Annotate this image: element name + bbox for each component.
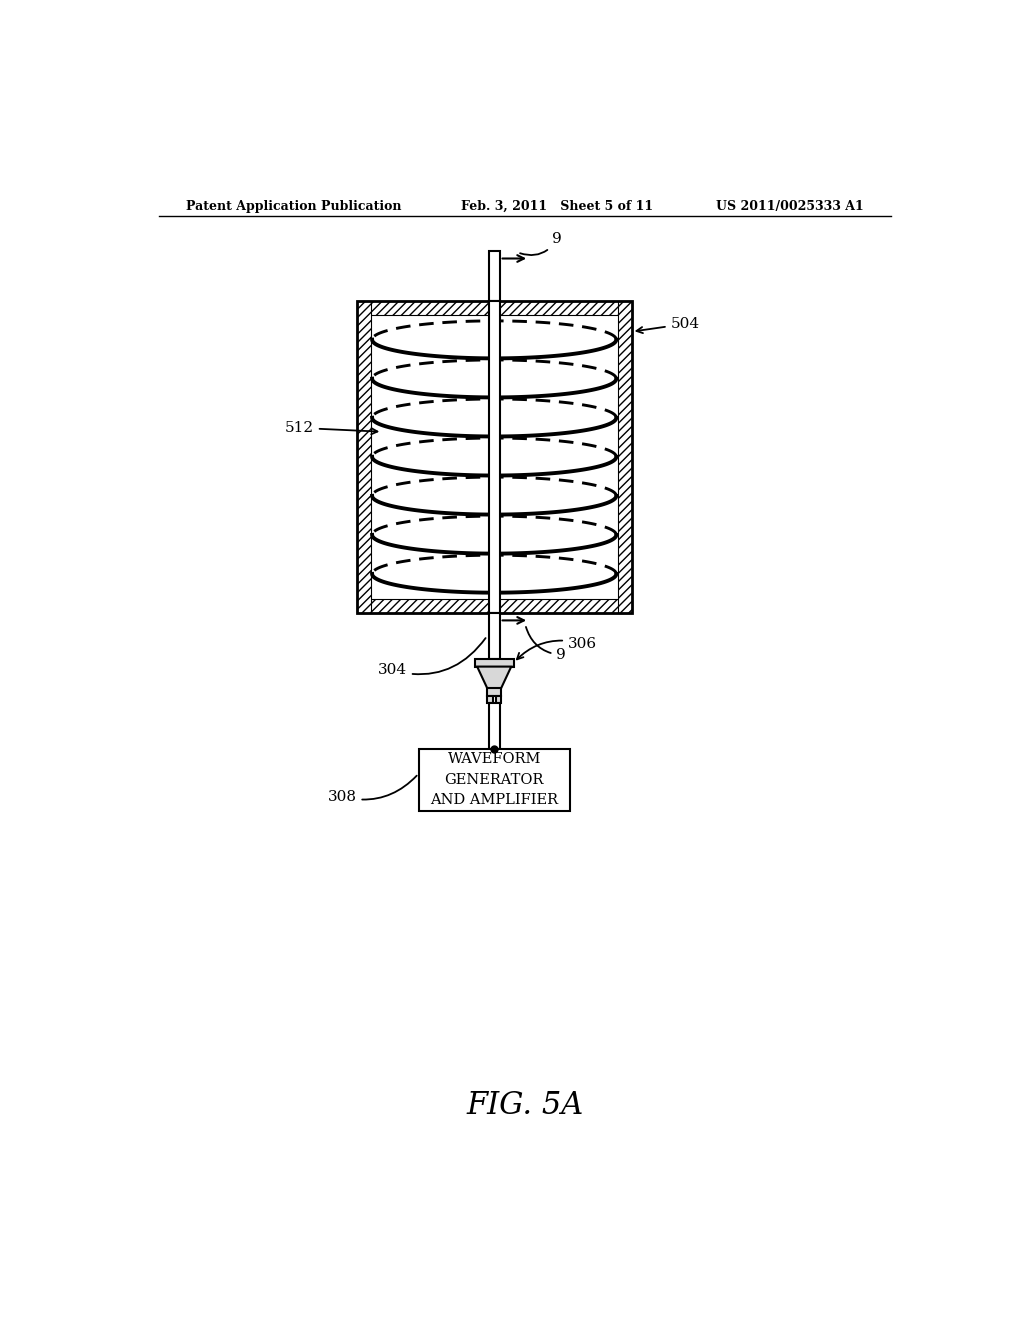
Text: 306: 306 (517, 636, 597, 659)
Bar (487, 696, 493, 702)
Text: 504: 504 (637, 317, 699, 333)
Text: US 2011/0025333 A1: US 2011/0025333 A1 (717, 199, 864, 213)
Bar (488, 612, 500, 659)
Text: Feb. 3, 2011   Sheet 5 of 11: Feb. 3, 2011 Sheet 5 of 11 (461, 199, 653, 213)
Bar (356, 301, 632, 314)
Bar (487, 688, 501, 696)
Bar (419, 748, 569, 810)
Bar (475, 659, 514, 667)
Text: 304: 304 (378, 638, 485, 677)
Text: WAVEFORM
GENERATOR
AND AMPLIFIER: WAVEFORM GENERATOR AND AMPLIFIER (430, 752, 558, 808)
Bar (496, 696, 501, 702)
Bar (488, 251, 500, 301)
Polygon shape (477, 667, 511, 688)
Bar (488, 702, 500, 748)
Text: 308: 308 (328, 776, 417, 804)
Bar (488, 301, 500, 612)
Bar (617, 301, 632, 612)
Text: 9: 9 (526, 627, 566, 663)
Text: FIG. 5A: FIG. 5A (466, 1090, 584, 1121)
Text: 9: 9 (520, 232, 562, 255)
Text: Patent Application Publication: Patent Application Publication (186, 199, 401, 213)
Bar (356, 301, 371, 612)
Text: 512: 512 (285, 421, 378, 434)
Bar (356, 301, 632, 612)
Bar (356, 599, 632, 612)
